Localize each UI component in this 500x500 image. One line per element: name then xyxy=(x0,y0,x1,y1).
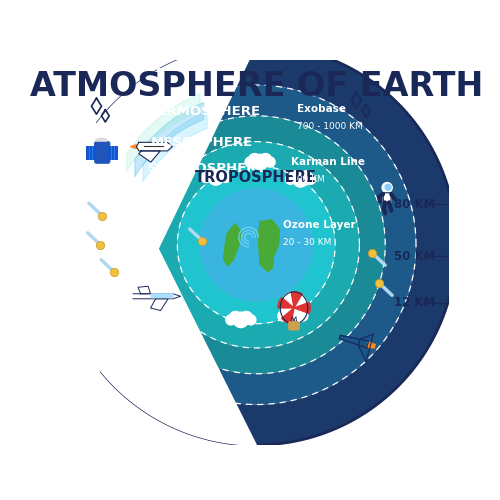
Wedge shape xyxy=(278,298,294,308)
FancyBboxPatch shape xyxy=(156,294,160,298)
Circle shape xyxy=(306,174,316,184)
Circle shape xyxy=(278,311,288,321)
Circle shape xyxy=(286,174,296,184)
Circle shape xyxy=(385,184,391,190)
Polygon shape xyxy=(139,151,160,162)
Circle shape xyxy=(246,315,256,325)
Circle shape xyxy=(215,169,228,181)
FancyBboxPatch shape xyxy=(288,322,300,330)
Polygon shape xyxy=(258,220,280,272)
Polygon shape xyxy=(153,142,360,348)
Polygon shape xyxy=(96,85,416,404)
Circle shape xyxy=(285,308,300,324)
Text: STRATOSPHERE: STRATOSPHERE xyxy=(148,162,266,175)
Polygon shape xyxy=(96,138,107,141)
FancyBboxPatch shape xyxy=(164,294,168,298)
Text: 20 - 30 KM: 20 - 30 KM xyxy=(283,238,332,248)
Polygon shape xyxy=(138,286,150,294)
Text: 700 - 1000 KM: 700 - 1000 KM xyxy=(296,122,362,131)
Polygon shape xyxy=(128,116,385,374)
Circle shape xyxy=(248,154,261,166)
Polygon shape xyxy=(133,294,180,299)
Circle shape xyxy=(221,172,231,182)
Circle shape xyxy=(201,172,211,182)
Text: EXOSPHERE: EXOSPHERE xyxy=(156,67,245,80)
Circle shape xyxy=(208,170,224,185)
FancyBboxPatch shape xyxy=(169,294,173,298)
Circle shape xyxy=(282,308,294,320)
Circle shape xyxy=(230,312,241,324)
Text: ATMOSPHERE OF EARTH: ATMOSPHERE OF EARTH xyxy=(30,70,483,102)
Circle shape xyxy=(382,182,392,193)
Circle shape xyxy=(240,312,252,324)
FancyBboxPatch shape xyxy=(108,146,117,159)
Text: 12 KM: 12 KM xyxy=(394,296,436,309)
Text: Exobase: Exobase xyxy=(296,104,346,114)
Wedge shape xyxy=(291,292,302,308)
Circle shape xyxy=(260,154,272,166)
Text: THERMOSPHERE: THERMOSPHERE xyxy=(138,106,262,118)
Polygon shape xyxy=(224,224,241,266)
Circle shape xyxy=(298,311,308,321)
FancyBboxPatch shape xyxy=(86,146,95,159)
FancyBboxPatch shape xyxy=(151,294,155,298)
Text: 50 KM: 50 KM xyxy=(394,250,436,263)
Polygon shape xyxy=(130,144,136,148)
Text: TROPOSPHERE: TROPOSPHERE xyxy=(196,170,317,185)
Circle shape xyxy=(265,157,275,167)
Circle shape xyxy=(204,169,216,181)
Circle shape xyxy=(292,308,304,320)
Polygon shape xyxy=(340,336,368,348)
FancyBboxPatch shape xyxy=(94,142,110,163)
Text: MESOSPHERE: MESOSPHERE xyxy=(150,136,253,149)
Polygon shape xyxy=(56,44,256,445)
Circle shape xyxy=(226,315,236,325)
Polygon shape xyxy=(136,142,172,151)
Polygon shape xyxy=(358,334,374,362)
Circle shape xyxy=(293,172,308,187)
Polygon shape xyxy=(280,292,307,324)
Polygon shape xyxy=(56,44,456,445)
Text: Ozone Layer: Ozone Layer xyxy=(283,220,356,230)
Polygon shape xyxy=(178,166,335,324)
Polygon shape xyxy=(367,342,375,348)
Circle shape xyxy=(200,189,312,300)
Wedge shape xyxy=(294,302,310,314)
Circle shape xyxy=(300,171,312,183)
Circle shape xyxy=(233,312,248,328)
Text: 80 KM: 80 KM xyxy=(394,198,436,211)
FancyBboxPatch shape xyxy=(160,294,164,298)
Text: 100 KM: 100 KM xyxy=(291,174,324,184)
Text: Karman Line: Karman Line xyxy=(291,156,365,166)
Circle shape xyxy=(289,171,302,183)
Circle shape xyxy=(245,157,255,167)
Polygon shape xyxy=(383,193,391,202)
Polygon shape xyxy=(150,299,168,310)
Circle shape xyxy=(252,154,268,170)
Wedge shape xyxy=(282,308,294,324)
